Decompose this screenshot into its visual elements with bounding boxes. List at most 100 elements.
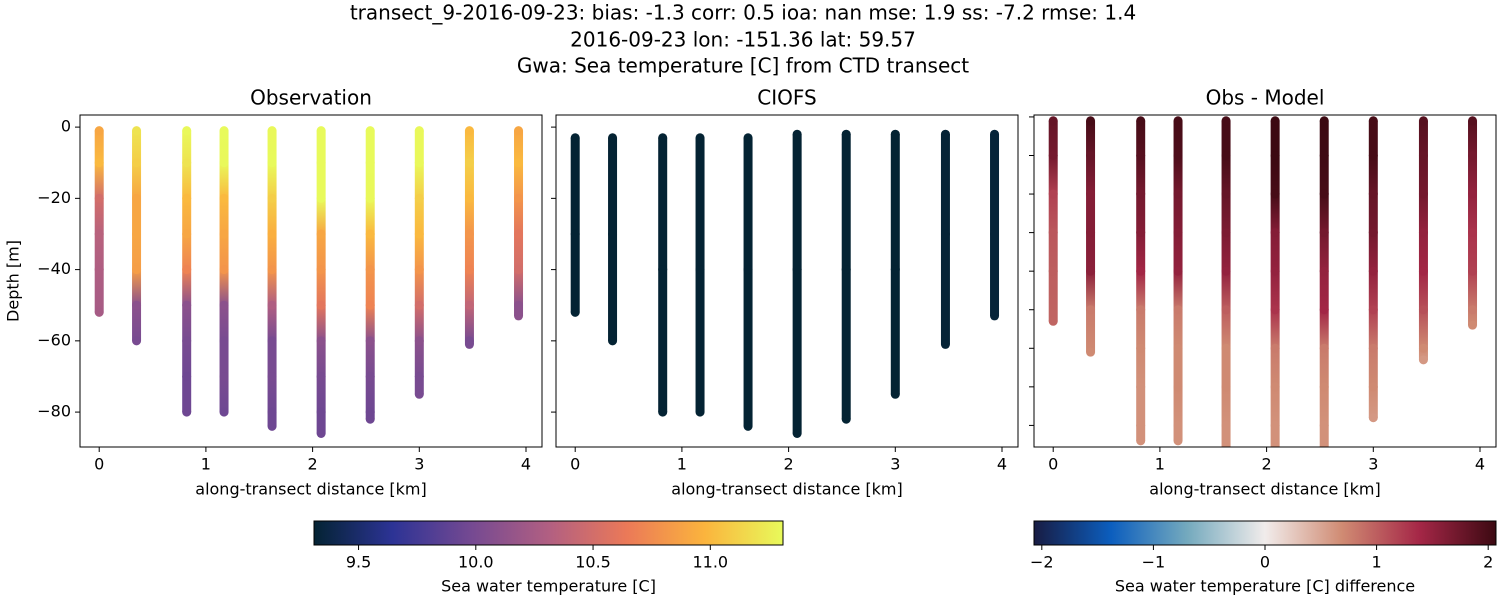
- data-point: [940, 339, 950, 349]
- profile-segment: [316, 162, 326, 199]
- profile-segment: [219, 376, 229, 413]
- profile-segment: [1136, 194, 1146, 233]
- data-point: [267, 336, 277, 346]
- data-point: [365, 126, 375, 136]
- data-point: [1418, 355, 1428, 365]
- profile-segment: [514, 130, 524, 163]
- data-point: [1319, 189, 1329, 199]
- profile-segment: [365, 162, 375, 199]
- data-point: [365, 414, 375, 424]
- profile-segment: [792, 269, 802, 434]
- profile-segment: [1270, 194, 1280, 233]
- data-point: [464, 300, 474, 310]
- profile-segment: [365, 269, 375, 306]
- profile-segment: [182, 162, 192, 199]
- profile-segment: [94, 269, 104, 313]
- profile-segment: [658, 269, 668, 413]
- data-point: [1136, 305, 1146, 315]
- data-point: [890, 389, 900, 399]
- data-point: [1086, 189, 1096, 199]
- data-point: [132, 336, 142, 346]
- colorbar-tick-label: 2: [1483, 553, 1493, 572]
- y-axis-label: Depth [m]: [4, 240, 23, 322]
- profile-segment: [267, 305, 277, 341]
- data-point: [1086, 116, 1096, 126]
- y-tick-label: −40: [37, 259, 71, 278]
- data-point: [219, 126, 229, 136]
- profile-segment: [1048, 155, 1058, 195]
- data-point: [792, 129, 802, 139]
- data-point: [1086, 305, 1096, 315]
- data-point: [1221, 116, 1231, 126]
- profile-segment: [743, 137, 753, 270]
- data-point: [464, 126, 474, 136]
- profile-segment: [1319, 155, 1329, 195]
- x-tick-label: 4: [997, 455, 1007, 474]
- data-point: [365, 407, 375, 417]
- data-point: [1221, 189, 1231, 199]
- data-point: [743, 265, 753, 275]
- data-point: [990, 311, 1000, 321]
- data-point: [1368, 116, 1378, 126]
- data-point: [658, 265, 668, 275]
- colorbar: [313, 520, 784, 546]
- data-point: [365, 336, 375, 346]
- data-point: [1173, 228, 1183, 238]
- data-point: [182, 158, 192, 168]
- panel-title: Obs - Model: [1206, 86, 1325, 110]
- data-point: [365, 158, 375, 168]
- profile-segment: [1221, 120, 1231, 156]
- profile-segment: [316, 198, 326, 234]
- profile-segment: [182, 130, 192, 163]
- profile-segment: [1048, 194, 1058, 233]
- data-point: [1468, 266, 1478, 276]
- data-point: [1136, 420, 1146, 430]
- data-point: [841, 414, 851, 424]
- data-point: [182, 265, 192, 275]
- data-point: [267, 126, 277, 136]
- profile-segment: [365, 130, 375, 163]
- profile-segment: [1173, 120, 1183, 156]
- profile-segment: [1086, 232, 1096, 272]
- data-point: [608, 336, 618, 346]
- profile-segment: [182, 340, 192, 377]
- data-point: [1319, 266, 1329, 276]
- data-point: [1468, 228, 1478, 238]
- profile-segment: [1173, 194, 1183, 233]
- data-point: [990, 129, 1000, 139]
- data-point: [316, 265, 326, 275]
- profile-segment: [570, 233, 580, 313]
- profile-segment: [267, 162, 277, 199]
- data-point: [1136, 436, 1146, 446]
- data-point: [608, 229, 618, 239]
- data-point: [1086, 347, 1096, 357]
- y-tick-label: 0: [61, 117, 71, 136]
- profile-segment: [219, 198, 229, 234]
- profile-segment: [414, 269, 424, 306]
- profile-segment: [1136, 155, 1146, 195]
- data-point: [514, 300, 524, 310]
- data-point: [1319, 420, 1329, 430]
- profile-segment: [841, 134, 851, 270]
- profile-segment: [1048, 232, 1058, 272]
- profile-segment: [267, 376, 277, 413]
- data-point: [1086, 266, 1096, 276]
- profile-segment: [1468, 309, 1478, 326]
- plot-area: [1048, 116, 1478, 447]
- data-point: [1368, 150, 1378, 160]
- x-tick-label: 4: [1475, 455, 1485, 474]
- profile-segment: [414, 198, 424, 234]
- data-point: [94, 265, 104, 275]
- profile-segment: [608, 137, 618, 234]
- data-point: [841, 265, 851, 275]
- data-point: [514, 193, 524, 203]
- data-point: [1136, 116, 1146, 126]
- profile-segment: [365, 233, 375, 270]
- panel-title: Observation: [250, 86, 372, 110]
- profile-segment: [1086, 194, 1096, 233]
- x-axis-label: along-transect distance [km]: [195, 480, 426, 499]
- x-tick-label: 0: [94, 455, 104, 474]
- y-tick-label: −20: [37, 188, 71, 207]
- profile-segment: [414, 305, 424, 341]
- profile-segment: [1173, 232, 1183, 272]
